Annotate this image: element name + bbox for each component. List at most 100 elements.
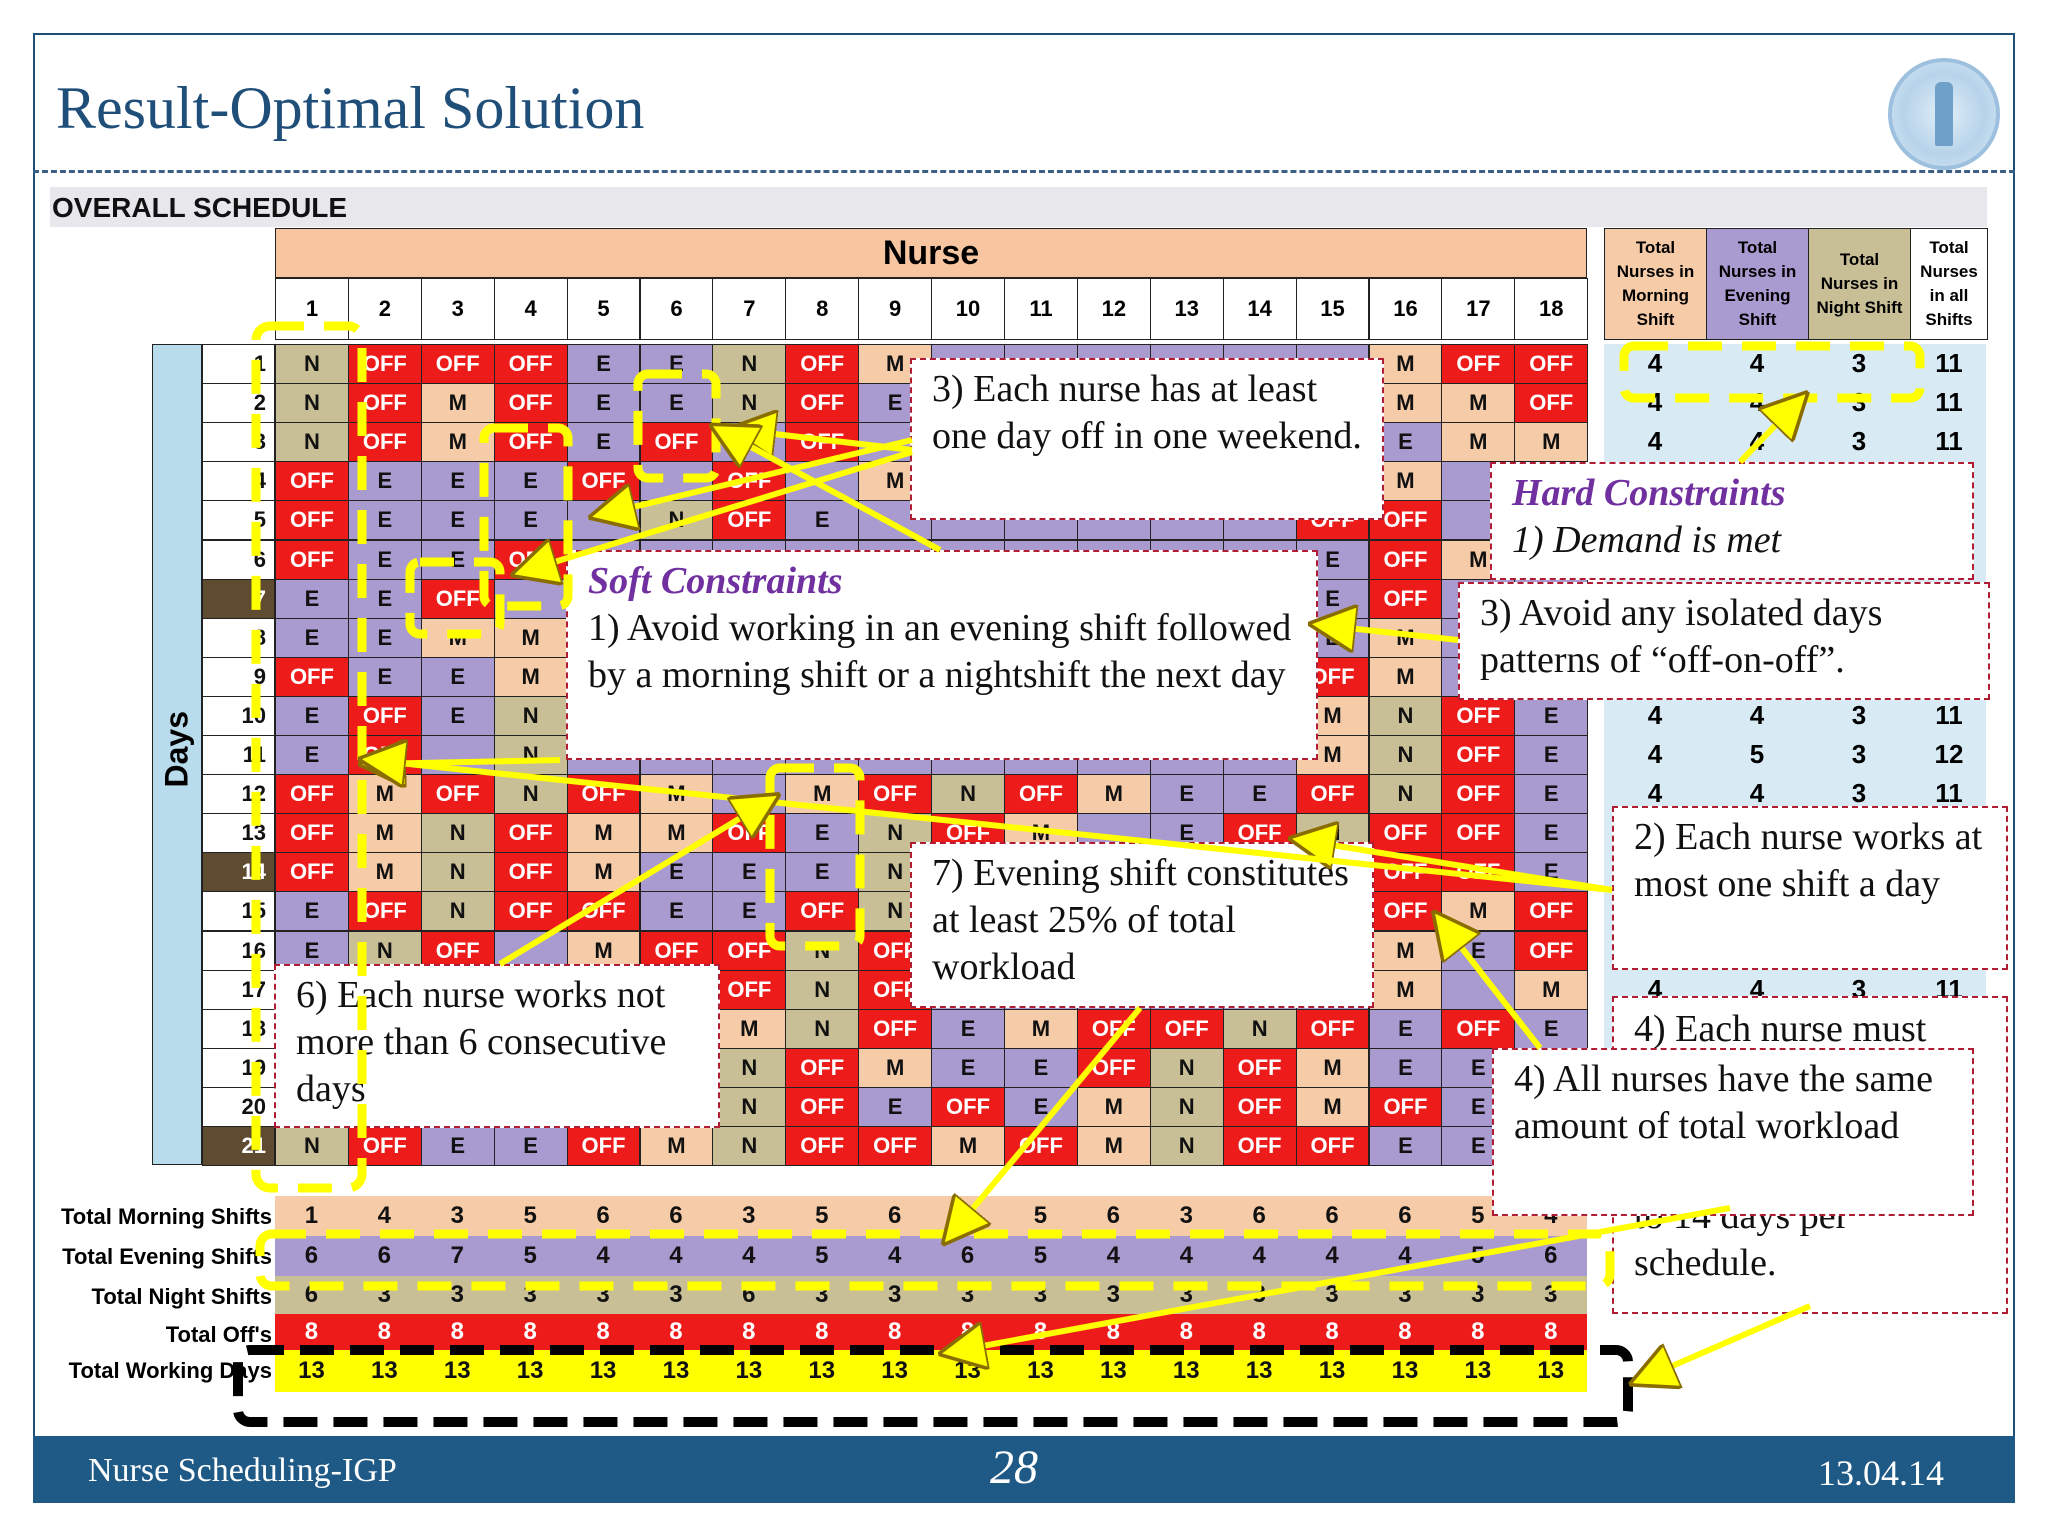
totals-value: 13 xyxy=(516,1357,544,1384)
nurse-column-header: 18 xyxy=(1514,278,1589,340)
summary-value: 3 xyxy=(1851,426,1867,457)
totals-value: 6 xyxy=(887,1202,902,1229)
schedule-cell: E xyxy=(858,1086,933,1127)
schedule-cell: E xyxy=(1514,774,1589,815)
schedule-cell: OFF xyxy=(1076,1047,1151,1088)
schedule-cell xyxy=(712,422,787,463)
schedule-cell: OFF xyxy=(1368,539,1443,580)
day-row-label: 11 xyxy=(202,735,275,776)
summary-value: 4 xyxy=(1647,426,1663,457)
schedule-cell: E xyxy=(347,461,422,502)
totals-value: 8 xyxy=(1471,1318,1485,1345)
summary-value: 11 xyxy=(1935,778,1963,809)
day-row-label: 9 xyxy=(202,656,275,697)
callout-hard-3: 3) Avoid any isolated days patterns of “… xyxy=(1458,582,1990,700)
schedule-cell: E xyxy=(420,656,495,697)
totals-value: 3 xyxy=(887,1281,902,1308)
totals-value: 4 xyxy=(1179,1242,1193,1269)
schedule-cell: N xyxy=(275,383,349,424)
schedule-cell: M xyxy=(1076,1126,1151,1167)
schedule-cell: OFF xyxy=(420,344,495,385)
schedule-cell: OFF xyxy=(1514,344,1589,385)
totals-value: 13 xyxy=(1464,1357,1492,1384)
schedule-cell: M xyxy=(1076,774,1151,815)
totals-value: 6 xyxy=(1252,1202,1266,1229)
callout-hard-1: Hard Constraints 1) Demand is met xyxy=(1490,462,1974,580)
totals-value: 13 xyxy=(1172,1357,1200,1384)
schedule-cell: E xyxy=(931,1047,1005,1088)
schedule-cell: OFF xyxy=(1222,1047,1297,1088)
schedule-cell: OFF xyxy=(858,1126,933,1167)
summary-value: 4 xyxy=(1749,778,1765,809)
schedule-cell: OFF xyxy=(275,774,349,815)
totals-value: 3 xyxy=(523,1281,537,1308)
summary-value: 4 xyxy=(1749,426,1765,457)
totals-value: 5 xyxy=(1033,1242,1048,1269)
schedule-cell: M xyxy=(493,656,568,697)
summary-value: 11 xyxy=(1935,387,1963,418)
schedule-cell: OFF xyxy=(639,422,714,463)
totals-value: 4 xyxy=(1252,1242,1266,1269)
schedule-cell: M xyxy=(639,813,714,854)
schedule-cell xyxy=(493,578,568,619)
schedule-cell: E xyxy=(1368,1008,1443,1049)
summary-value: 4 xyxy=(1647,778,1663,809)
totals-value: 8 xyxy=(960,1318,975,1345)
totals-value: 13 xyxy=(443,1357,471,1384)
totals-value: 8 xyxy=(523,1318,537,1345)
summary-value: 11 xyxy=(1935,348,1963,378)
schedule-cell: OFF xyxy=(712,500,787,541)
day-row-label: 20 xyxy=(202,1086,275,1127)
totals-value: 8 xyxy=(742,1318,756,1345)
schedule-cell: OFF xyxy=(785,422,860,463)
schedule-cell: M xyxy=(712,1008,787,1049)
hard-constraint-1: 1) Demand is met xyxy=(1512,519,1782,561)
schedule-cell: OFF xyxy=(1295,1126,1370,1167)
schedule-cell: E xyxy=(712,891,787,932)
schedule-cell: OFF xyxy=(493,383,568,424)
totals-value: 13 xyxy=(1537,1357,1565,1384)
schedule-cell: E xyxy=(420,1126,495,1167)
schedule-cell: OFF xyxy=(566,774,641,815)
schedule-cell: E xyxy=(493,461,568,502)
schedule-cell: N xyxy=(1222,1008,1297,1049)
totals-value: 5 xyxy=(1033,1202,1048,1229)
totals-value: 3 xyxy=(450,1281,464,1308)
nurse-column-header: 11 xyxy=(1004,278,1078,340)
day-row-label: 13 xyxy=(202,813,275,854)
schedule-cell: OFF xyxy=(493,422,568,463)
summary-value: 12 xyxy=(1934,739,1964,769)
schedule-cell: N xyxy=(712,383,787,424)
callout-hard-4: 4) All nurses have the same amount of to… xyxy=(1492,1048,1974,1216)
schedule-cell: M xyxy=(1514,422,1589,463)
schedule-cell: N xyxy=(1368,695,1443,736)
schedule-cell: OFF xyxy=(420,774,495,815)
summary-value: 4 xyxy=(1749,387,1765,418)
summary-value: 4 xyxy=(1647,387,1663,418)
schedule-cell: OFF xyxy=(785,1126,860,1167)
totals-value: 3 xyxy=(815,1281,829,1308)
schedule-cell: N xyxy=(275,1126,349,1167)
schedule-cell: E xyxy=(639,891,714,932)
totals-value: 4 xyxy=(669,1242,683,1269)
summary-value: 5 xyxy=(1749,739,1765,769)
totals-value: 3 xyxy=(960,1281,975,1308)
schedule-cell: M xyxy=(493,617,568,658)
totals-value: 8 xyxy=(1544,1318,1558,1345)
totals-value: 4 xyxy=(742,1242,756,1269)
totals-value: 6 xyxy=(1325,1202,1339,1229)
totals-value: 3 xyxy=(1398,1281,1412,1308)
schedule-cell: M xyxy=(785,774,860,815)
totals-value: 5 xyxy=(815,1242,829,1269)
schedule-cell: OFF xyxy=(275,461,349,502)
nurse-column-header: 1 xyxy=(275,278,349,340)
schedule-cell: M xyxy=(1368,930,1443,971)
schedule-cell: OFF xyxy=(1514,891,1589,932)
summary-value: 4 xyxy=(1749,348,1765,378)
schedule-cell: OFF xyxy=(1441,774,1516,815)
schedule-cell: OFF xyxy=(493,891,568,932)
schedule-cell: E xyxy=(1222,774,1297,815)
schedule-cell: E xyxy=(420,461,495,502)
totals-value: 8 xyxy=(1179,1318,1193,1345)
